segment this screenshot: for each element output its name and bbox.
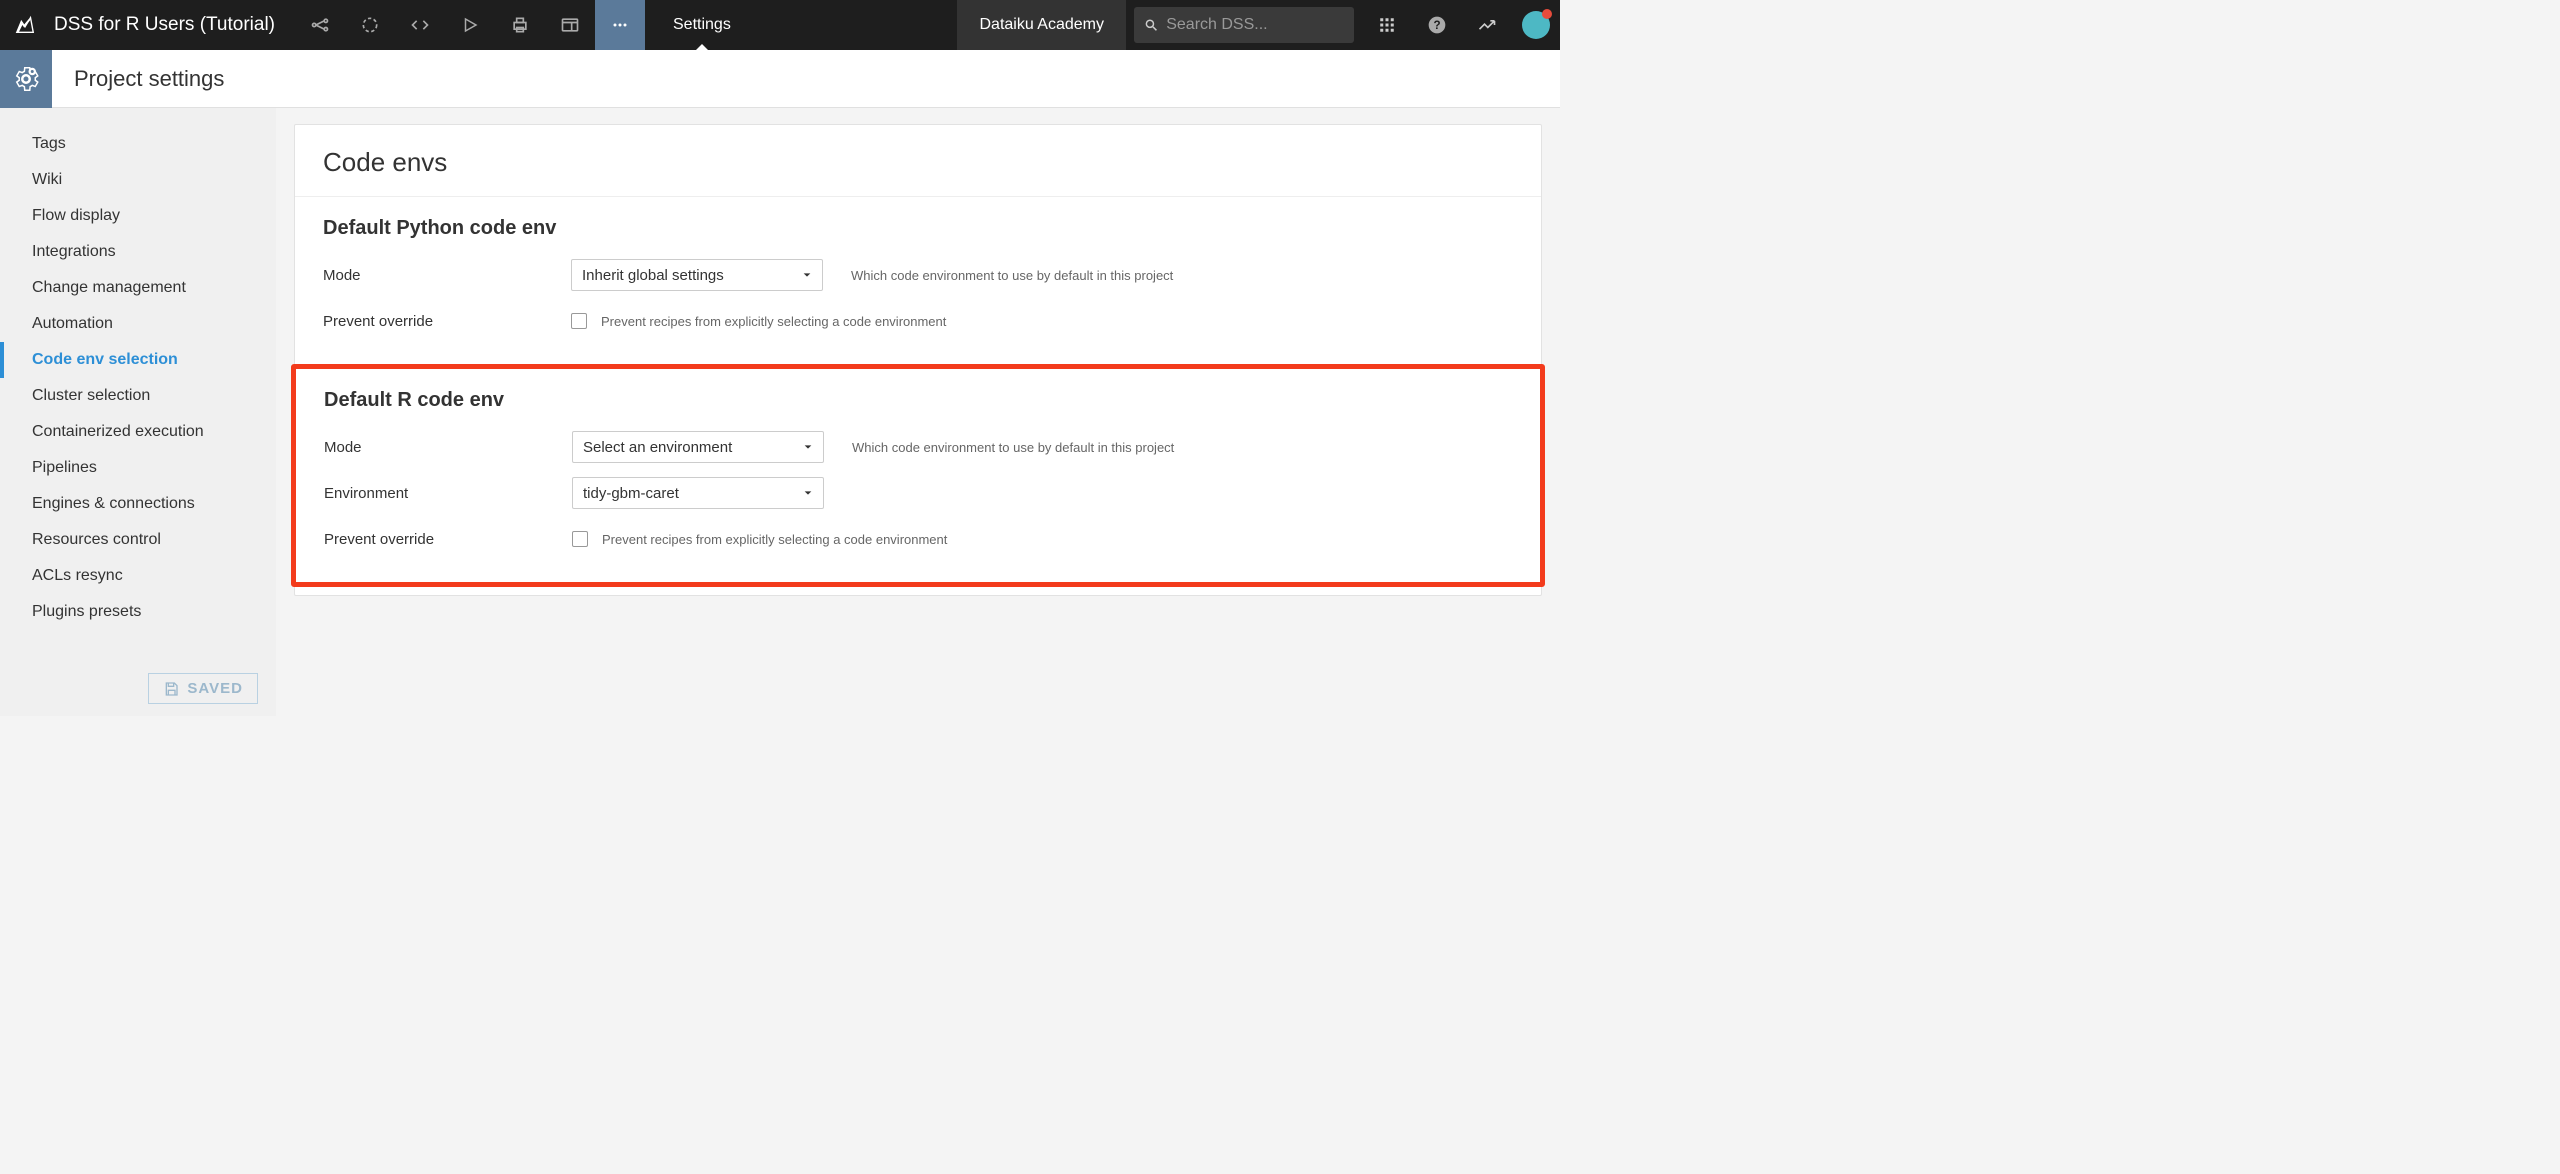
code-envs-panel: Code envs Default Python code env Mode I… — [294, 124, 1542, 596]
print-icon[interactable] — [495, 0, 545, 50]
recipes-icon[interactable] — [345, 0, 395, 50]
python-prevent-hint: Prevent recipes from explicitly selectin… — [601, 314, 946, 329]
r-prevent-label: Prevent override — [324, 531, 572, 548]
sidebar-item-plugins-presets[interactable]: Plugins presets — [0, 594, 276, 630]
saved-label: SAVED — [187, 680, 243, 697]
r-section-title: Default R code env — [324, 389, 1512, 412]
r-env-label: Environment — [324, 485, 572, 502]
r-prevent-checkbox[interactable] — [572, 531, 588, 547]
flow-icon[interactable] — [295, 0, 345, 50]
r-prevent-hint: Prevent recipes from explicitly selectin… — [602, 532, 947, 547]
chevron-down-icon — [803, 488, 813, 498]
page-title: Project settings — [52, 66, 224, 92]
search-icon — [1144, 17, 1158, 33]
settings-sidebar: Tags Wiki Flow display Integrations Chan… — [0, 108, 276, 716]
r-section: Default R code env Mode Select an enviro… — [296, 369, 1540, 582]
python-mode-select[interactable]: Inherit global settings — [571, 259, 823, 291]
subheader: Project settings — [0, 50, 1560, 108]
sidebar-item-integrations[interactable]: Integrations — [0, 234, 276, 270]
r-section-highlight: Default R code env Mode Select an enviro… — [291, 364, 1545, 587]
panel-title: Code envs — [295, 125, 1541, 197]
sidebar-item-acls-resync[interactable]: ACLs resync — [0, 558, 276, 594]
content-area: Code envs Default Python code env Mode I… — [276, 108, 1560, 716]
python-section: Default Python code env Mode Inherit glo… — [295, 197, 1541, 364]
sidebar-item-flow-display[interactable]: Flow display — [0, 198, 276, 234]
python-mode-hint: Which code environment to use by default… — [851, 268, 1173, 283]
code-icon[interactable] — [395, 0, 445, 50]
search-input[interactable] — [1166, 16, 1344, 34]
project-title[interactable]: DSS for R Users (Tutorial) — [50, 14, 295, 36]
play-icon[interactable] — [445, 0, 495, 50]
python-mode-value: Inherit global settings — [582, 267, 724, 284]
sidebar-item-tags[interactable]: Tags — [0, 126, 276, 162]
sidebar-item-automation[interactable]: Automation — [0, 306, 276, 342]
chevron-down-icon — [803, 442, 813, 452]
academy-button[interactable]: Dataiku Academy — [957, 0, 1126, 50]
python-prevent-checkbox[interactable] — [571, 313, 587, 329]
python-section-title: Default Python code env — [323, 217, 1513, 240]
sidebar-item-pipelines[interactable]: Pipelines — [0, 450, 276, 486]
more-icon[interactable] — [595, 0, 645, 50]
user-avatar[interactable] — [1522, 11, 1550, 39]
settings-gear-icon — [0, 50, 52, 108]
sidebar-item-engines-connections[interactable]: Engines & connections — [0, 486, 276, 522]
r-mode-hint: Which code environment to use by default… — [852, 440, 1174, 455]
r-mode-value: Select an environment — [583, 439, 732, 456]
sidebar-item-containerized-execution[interactable]: Containerized execution — [0, 414, 276, 450]
notification-dot — [1542, 9, 1552, 19]
r-mode-label: Mode — [324, 439, 572, 456]
saved-indicator: SAVED — [148, 673, 258, 704]
apps-icon[interactable] — [1362, 0, 1412, 50]
dashboard-icon[interactable] — [545, 0, 595, 50]
r-mode-select[interactable]: Select an environment — [572, 431, 824, 463]
help-icon[interactable]: ? — [1412, 0, 1462, 50]
activity-icon[interactable] — [1462, 0, 1512, 50]
save-icon — [163, 681, 179, 697]
tab-settings[interactable]: Settings — [645, 0, 759, 50]
chevron-down-icon — [802, 270, 812, 280]
sidebar-item-code-env-selection[interactable]: Code env selection — [0, 342, 276, 378]
r-env-value: tidy-gbm-caret — [583, 485, 679, 502]
dataiku-logo[interactable] — [0, 0, 50, 50]
search-box[interactable] — [1134, 7, 1354, 43]
sidebar-item-resources-control[interactable]: Resources control — [0, 522, 276, 558]
topbar: DSS for R Users (Tutorial) Settings Data… — [0, 0, 1560, 50]
python-prevent-label: Prevent override — [323, 313, 571, 330]
sidebar-item-cluster-selection[interactable]: Cluster selection — [0, 378, 276, 414]
svg-text:?: ? — [1433, 19, 1440, 32]
sidebar-item-change-management[interactable]: Change management — [0, 270, 276, 306]
python-mode-label: Mode — [323, 267, 571, 284]
r-env-select[interactable]: tidy-gbm-caret — [572, 477, 824, 509]
sidebar-item-wiki[interactable]: Wiki — [0, 162, 276, 198]
